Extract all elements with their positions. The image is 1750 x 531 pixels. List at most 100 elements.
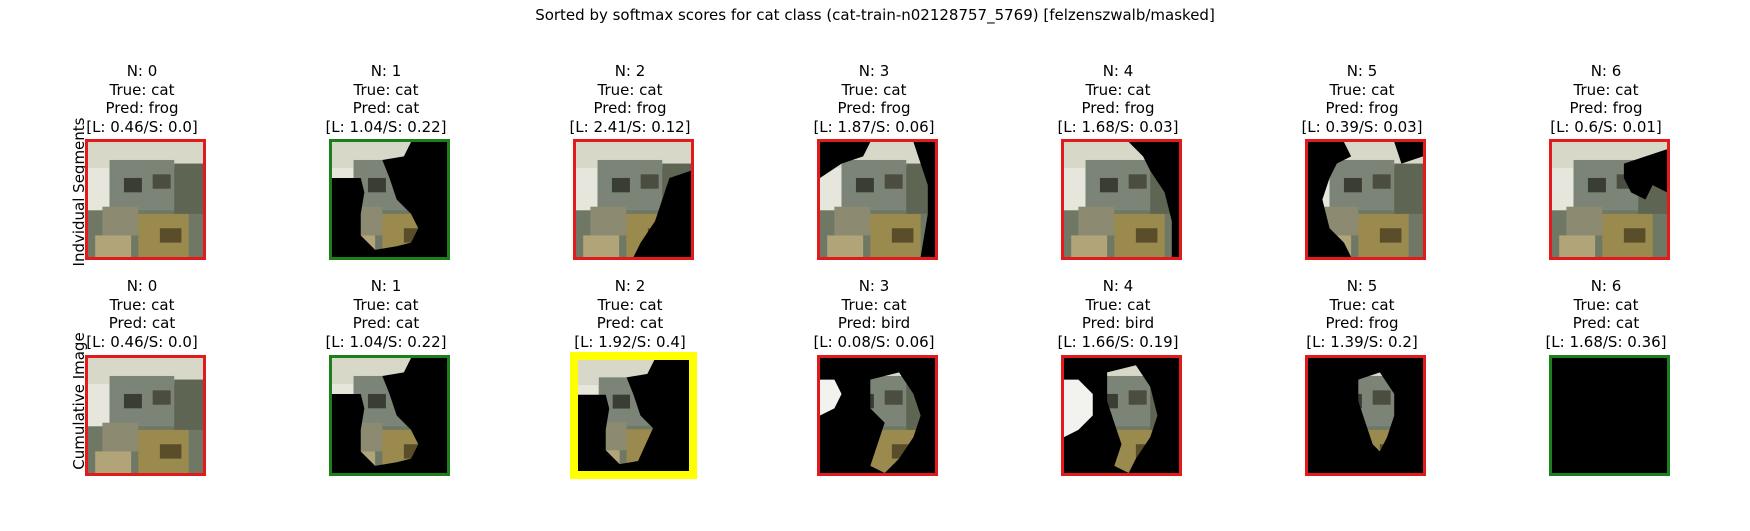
cat-image: [88, 142, 203, 257]
mask-region: [1623, 149, 1667, 200]
figure-title: Sorted by softmax scores for cat class (…: [535, 6, 1215, 24]
panel: N: 3 True: cat Pred: bird [L: 0.08/S: 0.06]: [774, 277, 974, 476]
panel: N: 6 True: cat Pred: cat [L: 1.68/S: 0.36]: [1506, 277, 1706, 476]
caption-n: N: 5: [1346, 277, 1378, 295]
caption-ls: [L: 1.66/S: 0.19]: [1057, 332, 1179, 351]
caption-ls: [L: 1.04/S: 0.22]: [325, 117, 447, 136]
panel-caption: N: 5 True: cat Pred: frog [L: 0.39/S: 0.03]: [1262, 62, 1462, 136]
caption-true: True: cat: [841, 80, 907, 99]
visible-segment: [1064, 379, 1093, 438]
panel-thumbnail: [329, 355, 450, 476]
panel-thumbnail: [1549, 139, 1670, 260]
panel-thumbnail: [573, 139, 694, 260]
caption-ls: [L: 1.39/S: 0.2]: [1306, 332, 1418, 351]
caption-true: True: cat: [109, 80, 175, 99]
mask-region: [1552, 358, 1667, 473]
caption-pred: Pred: cat: [1572, 314, 1640, 332]
panel-caption: N: 4 True: cat Pred: bird [L: 1.66/S: 0.19]: [1018, 277, 1218, 351]
caption-true: True: cat: [597, 295, 663, 314]
visible-segment: [1107, 365, 1158, 473]
mask-region: [820, 142, 935, 257]
mask-region: [1308, 142, 1423, 257]
panel-caption: N: 4 True: cat Pred: frog [L: 1.68/S: 0.03]: [1018, 62, 1218, 136]
panel: N: 0 True: cat Pred: frog [L: 0.46/S: 0.0]: [42, 62, 242, 260]
visible-segment: [820, 379, 842, 416]
mask-region: [633, 170, 691, 257]
panel-caption: N: 2 True: cat Pred: cat [L: 1.92/S: 0.4]: [530, 277, 730, 351]
caption-pred: Pred: frog: [1569, 99, 1643, 117]
caption-ls: [L: 1.04/S: 0.22]: [325, 332, 447, 351]
caption-ls: [L: 0.08/S: 0.06]: [813, 332, 935, 351]
caption-ls: [L: 1.92/S: 0.4]: [574, 332, 686, 351]
panel-caption: N: 1 True: cat Pred: cat [L: 1.04/S: 0.22]: [286, 62, 486, 136]
caption-ls: [L: 0.46/S: 0.0]: [86, 332, 198, 351]
caption-true: True: cat: [841, 295, 907, 314]
caption-pred: Pred: frog: [837, 99, 911, 117]
caption-ls: [L: 1.68/S: 0.03]: [1057, 117, 1179, 136]
panel-thumbnail: [1061, 355, 1182, 476]
caption-true: True: cat: [353, 80, 419, 99]
mask-region: [332, 142, 447, 257]
panel: N: 6 True: cat Pred: frog [L: 0.6/S: 0.01]: [1506, 62, 1706, 260]
panel-thumbnail: [817, 139, 938, 260]
caption-true: True: cat: [1085, 295, 1151, 314]
panel-thumbnail: [85, 139, 206, 260]
caption-ls: [L: 1.87/S: 0.06]: [813, 117, 935, 136]
caption-true: True: cat: [1573, 295, 1639, 314]
mask-region: [332, 358, 447, 473]
panel-thumbnail: [85, 355, 206, 476]
caption-true: True: cat: [597, 80, 663, 99]
panel-caption: N: 6 True: cat Pred: frog [L: 0.6/S: 0.01]: [1506, 62, 1706, 136]
panel-thumbnail: [1549, 355, 1670, 476]
caption-pred: Pred: bird: [837, 314, 911, 332]
mask-region: [578, 360, 689, 471]
panel: N: 5 True: cat Pred: frog [L: 0.39/S: 0.03]: [1262, 62, 1462, 260]
panel-thumbnail: [817, 355, 938, 476]
mask-region: [1128, 142, 1179, 257]
caption-n: N: 0: [126, 277, 158, 295]
caption-n: N: 6: [1590, 277, 1622, 295]
caption-ls: [L: 0.39/S: 0.03]: [1301, 117, 1423, 136]
caption-pred: Pred: frog: [1325, 314, 1399, 332]
caption-true: True: cat: [1329, 295, 1395, 314]
caption-n: N: 6: [1590, 62, 1622, 80]
caption-n: N: 2: [614, 62, 646, 80]
panel-caption: N: 3 True: cat Pred: frog [L: 1.87/S: 0.06]: [774, 62, 974, 136]
panel: N: 2 True: cat Pred: frog [L: 2.41/S: 0.12]: [530, 62, 730, 260]
caption-pred: Pred: frog: [1325, 99, 1399, 117]
caption-ls: [L: 0.6/S: 0.01]: [1550, 117, 1662, 136]
panel-thumbnail: [1305, 355, 1426, 476]
panel: N: 0 True: cat Pred: cat [L: 0.46/S: 0.0]: [42, 277, 242, 476]
panel: N: 2 True: cat Pred: cat [L: 1.92/S: 0.4]: [530, 277, 730, 479]
panel: N: 1 True: cat Pred: cat [L: 1.04/S: 0.22]: [286, 62, 486, 260]
panel-caption: N: 1 True: cat Pred: cat [L: 1.04/S: 0.22]: [286, 277, 486, 351]
caption-ls: [L: 2.41/S: 0.12]: [569, 117, 691, 136]
panel: N: 5 True: cat Pred: frog [L: 1.39/S: 0.2]: [1262, 277, 1462, 476]
caption-pred: Pred: cat: [352, 314, 420, 332]
panel-caption: N: 0 True: cat Pred: cat [L: 0.46/S: 0.0]: [42, 277, 242, 351]
caption-n: N: 0: [126, 62, 158, 80]
panel-thumbnail: [570, 352, 697, 479]
caption-true: True: cat: [1329, 80, 1395, 99]
panel: N: 4 True: cat Pred: frog [L: 1.68/S: 0.03]: [1018, 62, 1218, 260]
panel-caption: N: 5 True: cat Pred: frog [L: 1.39/S: 0.2]: [1262, 277, 1462, 351]
panel: N: 3 True: cat Pred: frog [L: 1.87/S: 0.06]: [774, 62, 974, 260]
caption-n: N: 4: [1102, 277, 1134, 295]
caption-pred: Pred: bird: [1081, 314, 1155, 332]
panel-thumbnail: [1305, 139, 1426, 260]
cat-image: [88, 358, 203, 473]
caption-ls: [L: 0.46/S: 0.0]: [86, 117, 198, 136]
caption-true: True: cat: [109, 295, 175, 314]
caption-true: True: cat: [353, 295, 419, 314]
caption-true: True: cat: [1573, 80, 1639, 99]
panel-caption: N: 3 True: cat Pred: bird [L: 0.08/S: 0.06]: [774, 277, 974, 351]
panel-caption: N: 6 True: cat Pred: cat [L: 1.68/S: 0.36]: [1506, 277, 1706, 351]
visible-segment: [1358, 372, 1395, 452]
caption-n: N: 1: [370, 62, 402, 80]
panel-thumbnail: [1061, 139, 1182, 260]
panel-caption: N: 0 True: cat Pred: frog [L: 0.46/S: 0.0]: [42, 62, 242, 136]
caption-pred: Pred: frog: [105, 99, 179, 117]
caption-n: N: 4: [1102, 62, 1134, 80]
caption-n: N: 3: [858, 62, 890, 80]
caption-n: N: 1: [370, 277, 402, 295]
